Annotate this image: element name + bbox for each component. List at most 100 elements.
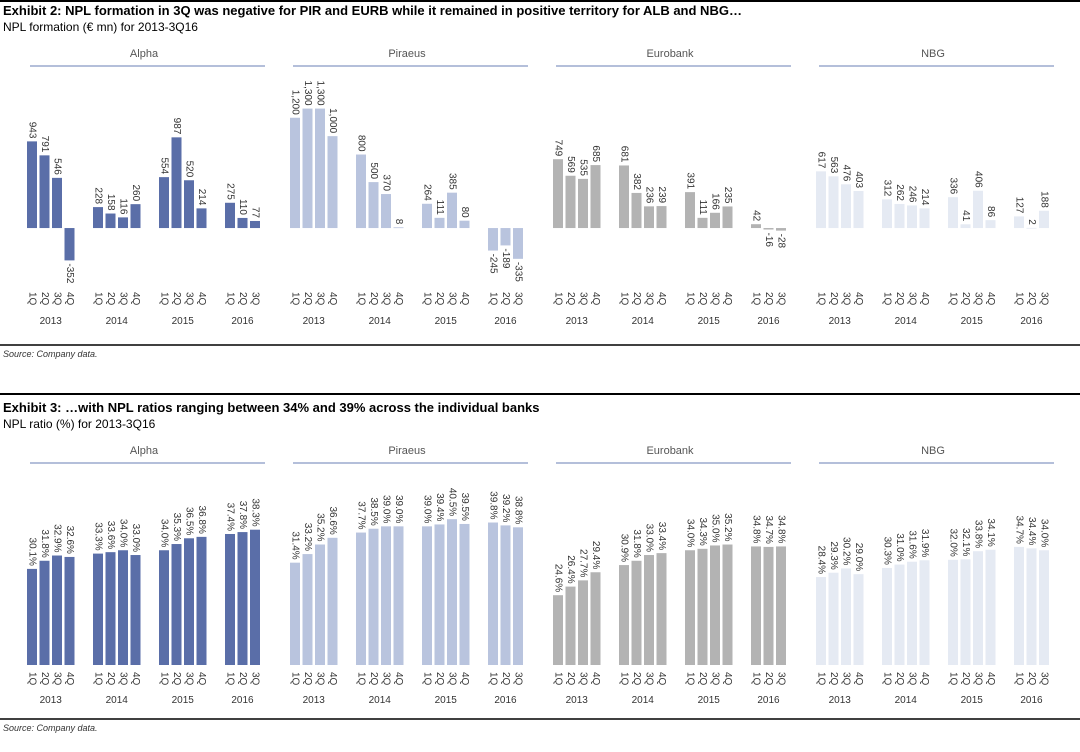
data-label: 30.1% bbox=[26, 538, 37, 566]
data-label: 34.0% bbox=[684, 519, 695, 547]
exhibit-title: Exhibit 3: …with NPL ratios ranging betw… bbox=[3, 400, 540, 415]
x-tick-label: 4Q bbox=[459, 292, 470, 306]
data-label: 32.0% bbox=[947, 528, 958, 556]
x-tick-label: 1Q bbox=[815, 672, 826, 686]
data-label: 36.8% bbox=[196, 506, 207, 534]
data-label: 214 bbox=[196, 189, 207, 206]
x-tick-label: 3Q bbox=[183, 292, 194, 306]
year-label: 2015 bbox=[435, 695, 458, 706]
bar bbox=[1014, 216, 1024, 229]
x-tick-label: 3Q bbox=[446, 292, 457, 306]
year-label: 2015 bbox=[435, 316, 458, 327]
bar bbox=[919, 560, 930, 665]
data-label: 262 bbox=[894, 184, 905, 201]
bar bbox=[368, 528, 379, 665]
x-tick-label: 2Q bbox=[763, 292, 774, 306]
bar bbox=[434, 524, 445, 665]
panel-title: Alpha bbox=[130, 48, 159, 60]
bar bbox=[656, 553, 667, 665]
data-label: 35.2% bbox=[314, 513, 325, 541]
data-label: 30.3% bbox=[881, 537, 892, 565]
data-label: 31.0% bbox=[894, 533, 905, 561]
data-label: 35.0% bbox=[709, 514, 720, 542]
panel-title: NBG bbox=[921, 445, 945, 457]
data-label: 38.8% bbox=[512, 496, 523, 524]
data-label: 39.8% bbox=[487, 491, 498, 519]
bar bbox=[356, 532, 366, 665]
data-label: -16 bbox=[763, 233, 774, 248]
x-tick-label: 3Q bbox=[380, 672, 391, 686]
data-label: 33.6% bbox=[105, 521, 116, 549]
x-tick-label: 1Q bbox=[355, 292, 366, 306]
data-label: 77 bbox=[249, 207, 260, 219]
bar bbox=[644, 206, 654, 229]
x-tick-label: 4Q bbox=[853, 292, 864, 306]
bar bbox=[118, 217, 128, 229]
bar bbox=[722, 544, 733, 665]
x-tick-label: 1Q bbox=[947, 292, 958, 306]
data-label: 31.6% bbox=[906, 530, 917, 558]
data-label: 39.4% bbox=[434, 493, 445, 521]
data-label: 37.4% bbox=[224, 503, 235, 531]
bar bbox=[841, 184, 851, 229]
x-tick-label: 3Q bbox=[972, 292, 983, 306]
data-label: 158 bbox=[105, 194, 116, 211]
data-label: 569 bbox=[565, 156, 576, 173]
bar bbox=[973, 190, 983, 229]
bar bbox=[631, 192, 642, 229]
bar bbox=[685, 192, 695, 229]
x-tick-label: 4Q bbox=[64, 672, 75, 686]
bar bbox=[250, 529, 260, 665]
panel-title: Alpha bbox=[130, 445, 159, 457]
data-label: 500 bbox=[368, 162, 379, 179]
x-tick-label: 2Q bbox=[237, 292, 248, 306]
year-label: 2014 bbox=[369, 695, 392, 706]
data-label: 24.6% bbox=[552, 564, 563, 592]
data-label: 188 bbox=[1038, 191, 1049, 208]
x-tick-label: 3Q bbox=[380, 292, 391, 306]
bar bbox=[171, 544, 182, 665]
bar bbox=[685, 550, 695, 665]
data-label: 35.2% bbox=[722, 513, 733, 541]
data-label: 31.8% bbox=[39, 529, 50, 557]
x-tick-label: 2Q bbox=[697, 292, 708, 306]
x-tick-label: 4Q bbox=[196, 672, 207, 686]
data-label: 36.5% bbox=[183, 507, 194, 535]
x-tick-label: 3Q bbox=[775, 292, 786, 306]
data-label: 111 bbox=[697, 200, 708, 216]
bar bbox=[853, 191, 864, 229]
bar bbox=[828, 572, 839, 665]
year-label: 2015 bbox=[172, 695, 195, 706]
year-label: 2016 bbox=[231, 695, 254, 706]
bar bbox=[447, 519, 457, 665]
bar bbox=[237, 532, 248, 665]
data-label: 2 bbox=[1026, 219, 1037, 225]
bar bbox=[459, 220, 470, 229]
data-label: 33.2% bbox=[302, 523, 313, 551]
x-tick-label: 2Q bbox=[500, 672, 511, 686]
bar bbox=[697, 548, 708, 665]
data-label: 260 bbox=[130, 184, 141, 201]
data-label: 30.9% bbox=[618, 534, 629, 562]
data-label: -335 bbox=[512, 262, 523, 282]
x-tick-label: 4Q bbox=[656, 672, 667, 686]
data-label: 32.9% bbox=[51, 524, 62, 552]
data-label: 35.3% bbox=[171, 513, 182, 541]
data-label: 34.3% bbox=[697, 517, 708, 545]
bar bbox=[39, 155, 50, 229]
bar bbox=[225, 533, 235, 665]
year-label: 2013 bbox=[303, 316, 326, 327]
x-tick-label: 3Q bbox=[577, 292, 588, 306]
bar bbox=[302, 554, 313, 665]
x-tick-label: 3Q bbox=[709, 292, 720, 306]
data-label: 29.4% bbox=[590, 541, 601, 569]
x-tick-label: 3Q bbox=[775, 672, 786, 686]
bar bbox=[656, 206, 667, 229]
data-label: 29.0% bbox=[853, 543, 864, 571]
data-label: -189 bbox=[500, 248, 511, 268]
panel-title: NBG bbox=[921, 48, 945, 60]
data-label: 39.0% bbox=[421, 495, 432, 523]
bar bbox=[381, 526, 391, 665]
x-tick-label: 4Q bbox=[393, 292, 404, 306]
x-tick-label: 3Q bbox=[1038, 292, 1049, 306]
